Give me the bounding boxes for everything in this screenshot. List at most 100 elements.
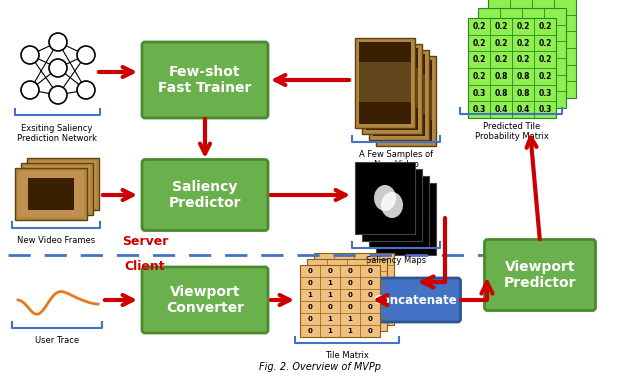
Bar [18, 171, 84, 217]
Bar [478, 8, 566, 108]
Bar [376, 183, 436, 255]
Text: 1: 1 [328, 316, 332, 322]
Bar [366, 68, 418, 108]
Text: 0.2: 0.2 [472, 72, 486, 81]
Text: Saliency Maps: Saliency Maps [366, 256, 426, 265]
Bar [15, 168, 87, 220]
Ellipse shape [381, 192, 403, 218]
Text: 0: 0 [328, 268, 332, 274]
Bar [380, 60, 432, 142]
Text: 0.2: 0.2 [494, 55, 508, 64]
Ellipse shape [388, 199, 410, 225]
Bar [24, 166, 90, 212]
Text: 1: 1 [348, 316, 353, 322]
Text: 0.2: 0.2 [472, 38, 486, 48]
Text: 0: 0 [308, 304, 312, 310]
Ellipse shape [395, 206, 417, 232]
Circle shape [49, 86, 67, 104]
Bar [369, 50, 429, 140]
Bar [300, 265, 380, 337]
Text: Tile Matrix: Tile Matrix [325, 351, 369, 360]
Text: 0: 0 [367, 328, 372, 334]
Bar [362, 44, 422, 134]
FancyBboxPatch shape [142, 159, 268, 230]
Bar [488, 0, 576, 98]
Bar [27, 158, 99, 210]
FancyBboxPatch shape [484, 239, 595, 311]
Text: A Few Samples of
New Video: A Few Samples of New Video [359, 150, 433, 169]
Bar [30, 161, 96, 207]
Text: 0.3: 0.3 [472, 89, 486, 98]
Text: Exsiting Saliency
Prediction Network: Exsiting Saliency Prediction Network [17, 124, 97, 143]
Text: 0.3: 0.3 [472, 105, 486, 114]
Bar [376, 56, 436, 146]
Text: 0.2: 0.2 [494, 22, 508, 31]
Bar [359, 62, 411, 102]
Text: 0: 0 [367, 280, 372, 286]
Text: 0: 0 [348, 292, 353, 298]
Circle shape [49, 33, 67, 51]
Text: Saliency
Predictor: Saliency Predictor [169, 180, 241, 210]
Bar [355, 38, 415, 128]
Circle shape [21, 46, 39, 64]
Bar [355, 162, 415, 234]
Text: 1: 1 [308, 292, 312, 298]
Circle shape [21, 81, 39, 99]
Text: 0: 0 [348, 304, 353, 310]
Text: 0: 0 [348, 268, 353, 274]
Bar [34, 173, 80, 205]
Text: 1: 1 [328, 280, 332, 286]
Text: 0.2: 0.2 [516, 38, 530, 48]
Bar [369, 176, 429, 248]
Text: 0: 0 [367, 304, 372, 310]
Text: 0.2: 0.2 [538, 38, 552, 48]
Bar [468, 18, 556, 118]
Text: Few-shot
Fast Trainer: Few-shot Fast Trainer [158, 65, 252, 95]
Text: 0.4: 0.4 [494, 105, 508, 114]
Text: 0.2: 0.2 [538, 55, 552, 64]
Text: Fig. 2. Overview of MVPp: Fig. 2. Overview of MVPp [259, 362, 381, 372]
Bar [373, 74, 425, 114]
Text: 0: 0 [367, 268, 372, 274]
FancyBboxPatch shape [369, 278, 461, 322]
FancyBboxPatch shape [142, 267, 268, 333]
Text: 0.8: 0.8 [494, 89, 508, 98]
Text: Predicted Tile
Probability Matrix: Predicted Tile Probability Matrix [475, 122, 549, 141]
Text: 1: 1 [328, 328, 332, 334]
Bar [40, 168, 86, 200]
Text: 0.2: 0.2 [516, 22, 530, 31]
Text: 0.8: 0.8 [494, 72, 508, 81]
Text: New Video Frames: New Video Frames [17, 236, 95, 245]
Text: 0.2: 0.2 [538, 22, 552, 31]
Text: 0.2: 0.2 [494, 38, 508, 48]
Bar [380, 80, 432, 120]
Text: 0: 0 [367, 316, 372, 322]
Text: Viewport
Predictor: Viewport Predictor [504, 260, 576, 290]
Text: 0.2: 0.2 [538, 72, 552, 81]
Text: Client: Client [125, 260, 165, 273]
Circle shape [77, 46, 95, 64]
Text: 0.2: 0.2 [516, 55, 530, 64]
Bar [28, 178, 74, 210]
Bar [21, 163, 93, 215]
Ellipse shape [374, 185, 396, 211]
Text: 0.3: 0.3 [538, 89, 552, 98]
Text: 1: 1 [348, 328, 353, 334]
Text: 0.2: 0.2 [472, 55, 486, 64]
Text: Viewport
Converter: Viewport Converter [166, 285, 244, 315]
Bar [366, 48, 418, 130]
Bar [362, 169, 422, 241]
FancyBboxPatch shape [142, 42, 268, 118]
Bar [359, 42, 411, 124]
Text: 0: 0 [348, 280, 353, 286]
Text: 0: 0 [308, 316, 312, 322]
Text: Server: Server [122, 235, 168, 248]
Circle shape [77, 81, 95, 99]
Text: 0: 0 [308, 328, 312, 334]
Text: 0.2: 0.2 [472, 22, 486, 31]
Bar [307, 259, 387, 331]
Circle shape [49, 59, 67, 77]
Text: 0.8: 0.8 [516, 72, 530, 81]
Text: Concatenate: Concatenate [373, 294, 457, 307]
Text: 0: 0 [328, 304, 332, 310]
